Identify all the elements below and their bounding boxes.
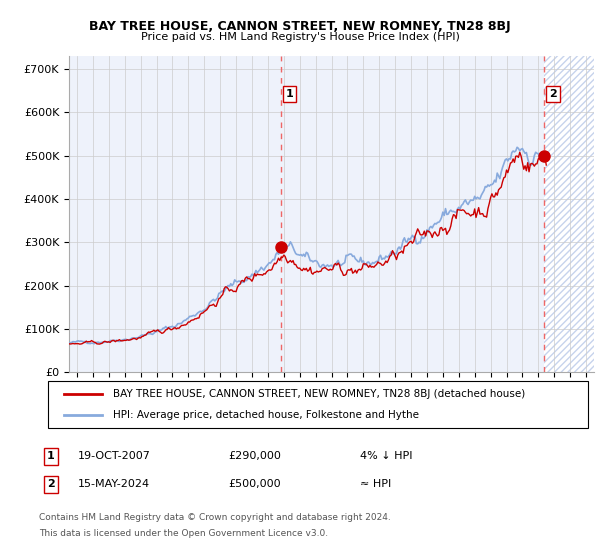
Text: BAY TREE HOUSE, CANNON STREET, NEW ROMNEY, TN28 8BJ: BAY TREE HOUSE, CANNON STREET, NEW ROMNE… xyxy=(89,20,511,32)
FancyBboxPatch shape xyxy=(48,381,588,428)
Text: ≈ HPI: ≈ HPI xyxy=(360,479,391,489)
Text: 1: 1 xyxy=(47,451,55,461)
Text: £290,000: £290,000 xyxy=(228,451,281,461)
Text: 19-OCT-2007: 19-OCT-2007 xyxy=(78,451,151,461)
Text: 2: 2 xyxy=(47,479,55,489)
Text: This data is licensed under the Open Government Licence v3.0.: This data is licensed under the Open Gov… xyxy=(39,529,328,538)
Text: BAY TREE HOUSE, CANNON STREET, NEW ROMNEY, TN28 8BJ (detached house): BAY TREE HOUSE, CANNON STREET, NEW ROMNE… xyxy=(113,389,525,399)
Bar xyxy=(544,56,594,372)
Text: £500,000: £500,000 xyxy=(228,479,281,489)
Bar xyxy=(544,56,594,372)
Text: 4% ↓ HPI: 4% ↓ HPI xyxy=(360,451,413,461)
Text: Price paid vs. HM Land Registry's House Price Index (HPI): Price paid vs. HM Land Registry's House … xyxy=(140,32,460,43)
Text: Contains HM Land Registry data © Crown copyright and database right 2024.: Contains HM Land Registry data © Crown c… xyxy=(39,514,391,522)
Text: 15-MAY-2024: 15-MAY-2024 xyxy=(78,479,150,489)
Text: 1: 1 xyxy=(286,89,293,99)
Text: HPI: Average price, detached house, Folkestone and Hythe: HPI: Average price, detached house, Folk… xyxy=(113,410,419,420)
Text: 2: 2 xyxy=(549,89,557,99)
